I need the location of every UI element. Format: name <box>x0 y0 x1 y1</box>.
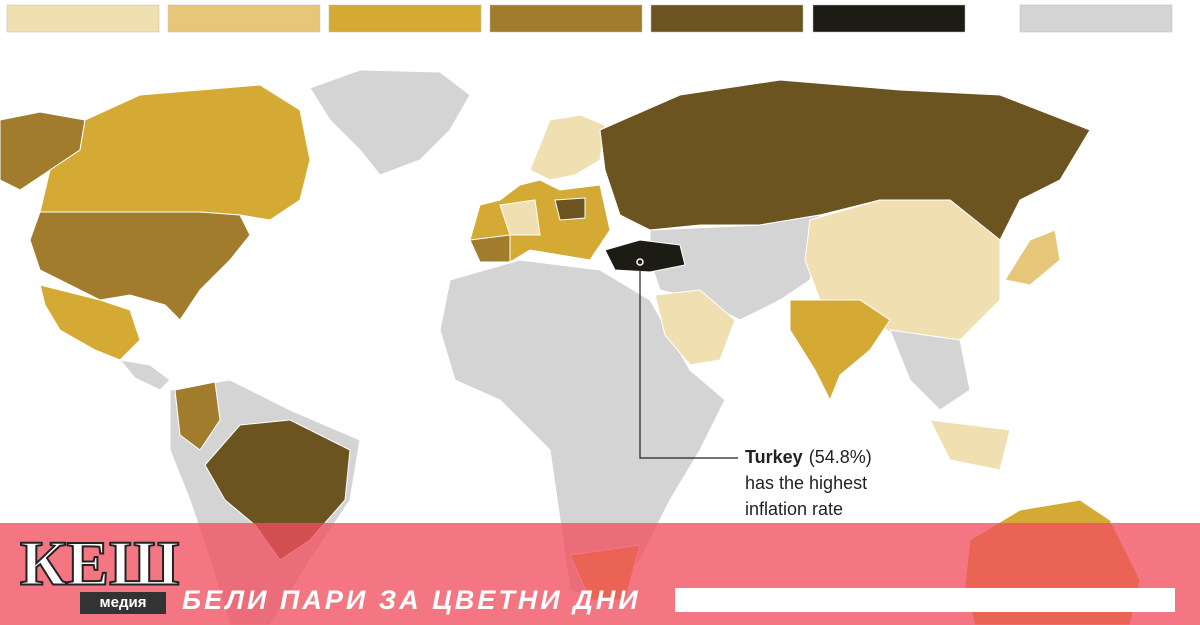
central-america <box>118 359 171 391</box>
annotation-value: (54.8%) <box>809 447 872 467</box>
southeast-asia <box>889 329 971 411</box>
annotation-dot <box>636 258 644 266</box>
annotation-country: Turkey <box>745 447 803 467</box>
annotation-line: inflation rate <box>745 499 843 519</box>
annotation-line: has the highest <box>745 473 867 493</box>
india <box>789 299 891 402</box>
central-europe <box>554 197 586 221</box>
legend-swatch <box>6 4 160 33</box>
legend-swatch <box>650 4 804 33</box>
legend <box>6 4 1173 33</box>
annotation-title: Turkey (54.8%) <box>745 447 872 467</box>
japan <box>1004 229 1061 286</box>
legend-swatch <box>328 4 482 33</box>
tagline: БЕЛИ ПАРИ ЗА ЦВЕТНИ ДНИ <box>182 585 641 615</box>
canada <box>39 84 311 221</box>
legend-swatch <box>489 4 643 33</box>
logo: КЕШ <box>20 528 179 599</box>
logo-sub-box <box>80 592 166 614</box>
annotation-leader <box>639 262 738 459</box>
colombia <box>174 381 221 451</box>
usa <box>29 211 251 321</box>
logo-sub: медия <box>100 594 147 611</box>
legend-swatch <box>812 4 966 33</box>
greenland <box>309 69 471 176</box>
legend-swatch <box>167 4 321 33</box>
indonesia <box>929 419 1011 471</box>
france <box>499 199 541 236</box>
spain <box>469 234 511 263</box>
legend-swatch <box>1019 4 1173 33</box>
scandinavia <box>529 114 606 181</box>
saudi-arabia <box>654 289 736 366</box>
banner-field <box>675 588 1175 612</box>
turkey <box>604 239 686 273</box>
